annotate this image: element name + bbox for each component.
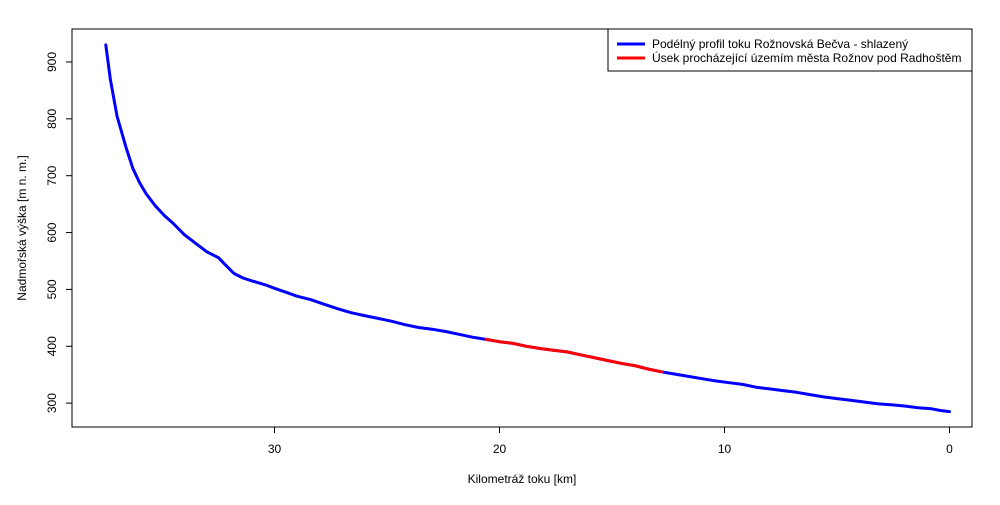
series-line-roznov-section bbox=[484, 337, 663, 374]
y-axis: 300 400 500 600 700 800 900 bbox=[45, 52, 72, 413]
plot-frame bbox=[71, 28, 973, 428]
legend-entry-roznov-section: Úsek procházející územím města Rožnov po… bbox=[652, 50, 961, 65]
y-tick-label: 900 bbox=[45, 52, 59, 72]
y-axis-label: Nadmořská výška [m n. m.] bbox=[15, 155, 29, 300]
y-tick-label: 500 bbox=[45, 279, 59, 299]
series-layer bbox=[104, 43, 951, 414]
legend-entry-profile: Podélný profil toku Rožnovská Bečva - sh… bbox=[652, 37, 908, 51]
legend: Podélný profil toku Rožnovská Bečva - sh… bbox=[607, 28, 973, 72]
y-tick-label: 300 bbox=[45, 393, 59, 413]
y-tick-label: 400 bbox=[45, 336, 59, 356]
x-axis: 30 20 10 0 bbox=[268, 427, 953, 456]
y-tick-label: 700 bbox=[45, 165, 59, 185]
y-tick-label: 600 bbox=[45, 222, 59, 242]
legend-box bbox=[607, 28, 973, 72]
x-axis-label: Kilometráž toku [km] bbox=[468, 472, 577, 486]
y-tick-label: 800 bbox=[45, 109, 59, 129]
x-tick-label: 20 bbox=[493, 442, 507, 456]
x-tick-label: 10 bbox=[718, 442, 732, 456]
series-line-profile bbox=[104, 43, 951, 414]
x-tick-label: 0 bbox=[946, 442, 953, 456]
x-tick-label: 30 bbox=[268, 442, 282, 456]
